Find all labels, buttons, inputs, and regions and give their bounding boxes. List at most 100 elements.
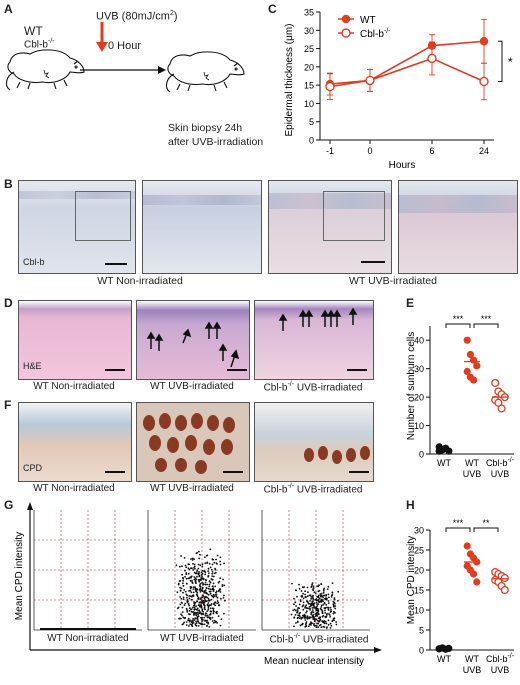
flow-point <box>327 602 330 604</box>
flow-point <box>188 595 191 597</box>
flow-point <box>298 583 300 586</box>
flow-point <box>320 604 323 607</box>
flow-point <box>331 582 334 584</box>
flow-point <box>191 582 194 584</box>
flow-point <box>210 598 213 601</box>
flow-point <box>194 580 197 583</box>
chart-h-point <box>463 542 471 550</box>
chart-c-ylabel: Epidermal thickness (μm) <box>284 23 295 136</box>
zoom-box <box>75 191 131 241</box>
caption-b-left: WT Non-irradiated <box>97 275 183 287</box>
flow-point <box>195 582 197 585</box>
flow-point <box>199 564 202 567</box>
flow-point <box>204 590 206 593</box>
chart-h-ylabel: Mean CPD intensity <box>406 536 417 624</box>
flow-point <box>206 561 209 564</box>
flow-point <box>197 613 200 616</box>
flow-point <box>188 613 191 616</box>
chart-c-point <box>427 53 437 64</box>
flow-point <box>310 585 313 588</box>
flow-point <box>196 611 199 614</box>
caption-d1: WT Non-irradiated <box>33 381 115 392</box>
flow-point <box>216 600 219 602</box>
flow-point <box>204 573 207 576</box>
flow-point <box>294 589 297 591</box>
flow-point <box>185 573 188 575</box>
flow-point <box>189 587 192 590</box>
flow-point <box>296 611 298 614</box>
flow-point <box>199 579 202 582</box>
flow-point <box>299 611 301 614</box>
flow-point <box>223 594 225 597</box>
flow-point <box>301 616 304 619</box>
flow-point <box>200 573 203 576</box>
flow-point <box>307 601 309 604</box>
flow-point <box>293 603 295 606</box>
flow-point <box>197 573 200 575</box>
flow-point <box>333 597 336 600</box>
flow-point <box>299 624 302 627</box>
flow-point <box>302 604 305 607</box>
flow-point <box>330 608 332 611</box>
flow-point <box>196 575 198 578</box>
uvb-arrow-icon <box>96 22 108 52</box>
flow-point <box>197 620 200 623</box>
flow-point <box>196 571 198 573</box>
flow-point <box>186 600 189 602</box>
panel-label-h: H <box>406 498 415 512</box>
legend-ko-label: Cbl-b-/- <box>360 28 391 40</box>
flow-point <box>217 615 220 618</box>
flow-point <box>325 622 328 625</box>
panel-g-plots: Mean CPD intensity Mean nuclear intensit… <box>14 502 382 667</box>
flow-point <box>326 626 328 628</box>
flow-point <box>184 590 187 593</box>
chart-c-point <box>479 76 489 87</box>
flow-point <box>333 598 336 601</box>
flow-point <box>321 611 324 614</box>
flow-point <box>196 618 199 620</box>
genotype-ko-label: Cbl-b-/- <box>24 38 55 51</box>
micrograph-d3 <box>254 300 374 380</box>
flow-point <box>202 594 205 597</box>
flow-point <box>209 593 212 595</box>
flow-point <box>219 577 222 580</box>
panel-label-d: D <box>4 296 13 310</box>
flow-point <box>191 598 193 601</box>
flow-point <box>313 622 315 625</box>
flow-point <box>175 564 178 567</box>
flow-point <box>327 613 330 615</box>
flow-point <box>198 601 201 604</box>
flow-point <box>179 565 181 568</box>
chart-e-category-label: WT <box>437 458 451 468</box>
flow-point <box>178 617 181 620</box>
flow-point <box>327 600 330 602</box>
flow-point <box>293 608 296 611</box>
flow-point <box>194 586 197 589</box>
flow-point <box>198 571 200 573</box>
flow-point <box>311 607 314 609</box>
flow-point <box>316 619 319 622</box>
flow-point <box>186 596 188 599</box>
flow-point <box>220 618 223 620</box>
flow-point <box>329 606 332 609</box>
flow-point <box>306 617 309 620</box>
flow-point <box>324 616 327 619</box>
flow-point <box>203 616 206 619</box>
flow-point <box>213 561 216 564</box>
flow-point <box>319 593 322 595</box>
flow-point <box>327 606 330 609</box>
flow-point <box>328 596 330 599</box>
panel-label-b: B <box>4 177 13 191</box>
flow-point <box>334 607 337 610</box>
chart-e-point <box>463 367 471 376</box>
flow-point <box>200 577 203 579</box>
flow-point <box>315 607 318 610</box>
flow-point <box>198 580 201 583</box>
flow-point <box>322 591 325 594</box>
flow-point <box>188 577 191 580</box>
flow-point <box>197 578 200 581</box>
flow-point <box>293 616 296 619</box>
chart-c-ytick-label: 15 <box>304 81 314 91</box>
flow-point <box>310 597 313 600</box>
flow-point <box>332 612 335 615</box>
